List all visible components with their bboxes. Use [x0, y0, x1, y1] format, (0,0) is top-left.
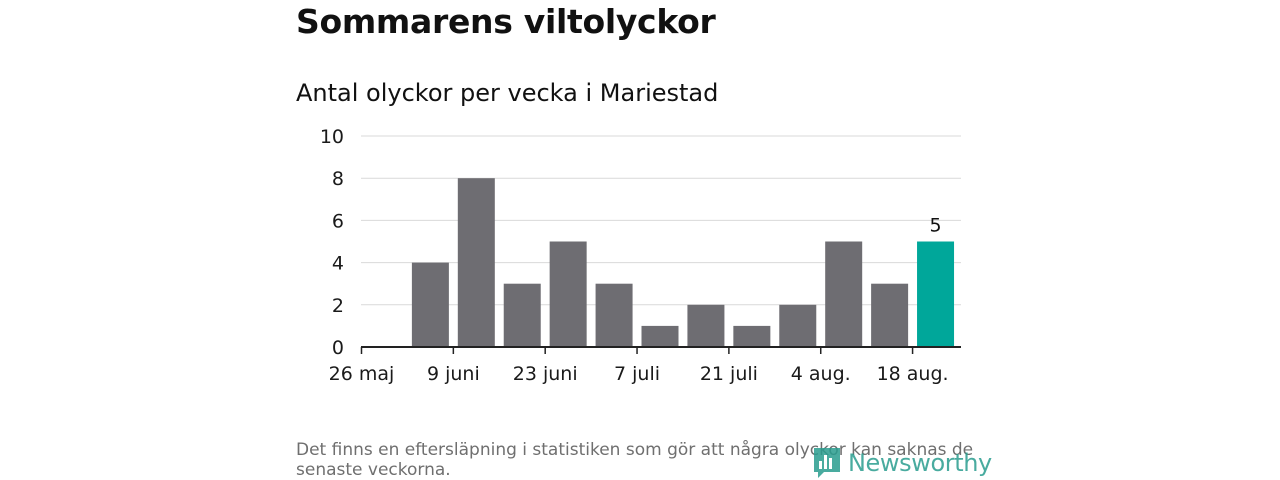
chart-title: Sommarens viltolyckor: [296, 2, 716, 41]
x-tick-label: 9 juni: [427, 363, 480, 385]
y-tick-label: 4: [332, 253, 344, 275]
x-tick-label: 21 juli: [700, 363, 758, 385]
bar: [641, 325, 679, 347]
bar: [549, 241, 587, 347]
brand-logo: Newsworthy: [812, 446, 992, 480]
newsworthy-logo-icon: [814, 448, 840, 478]
bar: [687, 304, 725, 347]
footnote: Det finns en eftersläpning i statistiken…: [296, 440, 974, 480]
y-tick-label: 8: [332, 168, 344, 190]
y-tick-label: 10: [320, 126, 344, 148]
y-tick-label: 0: [332, 337, 344, 359]
chart-subtitle: Antal olyckor per vecka i Mariestad: [296, 79, 719, 107]
bar: [825, 241, 863, 347]
x-tick-label: 18 aug.: [877, 363, 949, 385]
x-tick-label: 26 maj: [329, 363, 395, 385]
bar: [779, 304, 817, 347]
bar: [457, 178, 495, 347]
brand-name: Newsworthy: [848, 449, 992, 477]
bar: [411, 262, 449, 347]
x-tick-label: 4 aug.: [791, 363, 851, 385]
y-tick-label: 6: [332, 210, 344, 232]
bar: [595, 283, 633, 347]
bar: [733, 325, 771, 347]
bar: [503, 283, 541, 347]
bar: [871, 283, 909, 347]
x-tick-label: 23 juni: [513, 363, 578, 385]
y-tick-label: 2: [332, 295, 344, 317]
x-tick-label: 7 juli: [614, 363, 660, 385]
data-label: 5: [929, 215, 941, 237]
highlighted-bar: [917, 241, 955, 347]
